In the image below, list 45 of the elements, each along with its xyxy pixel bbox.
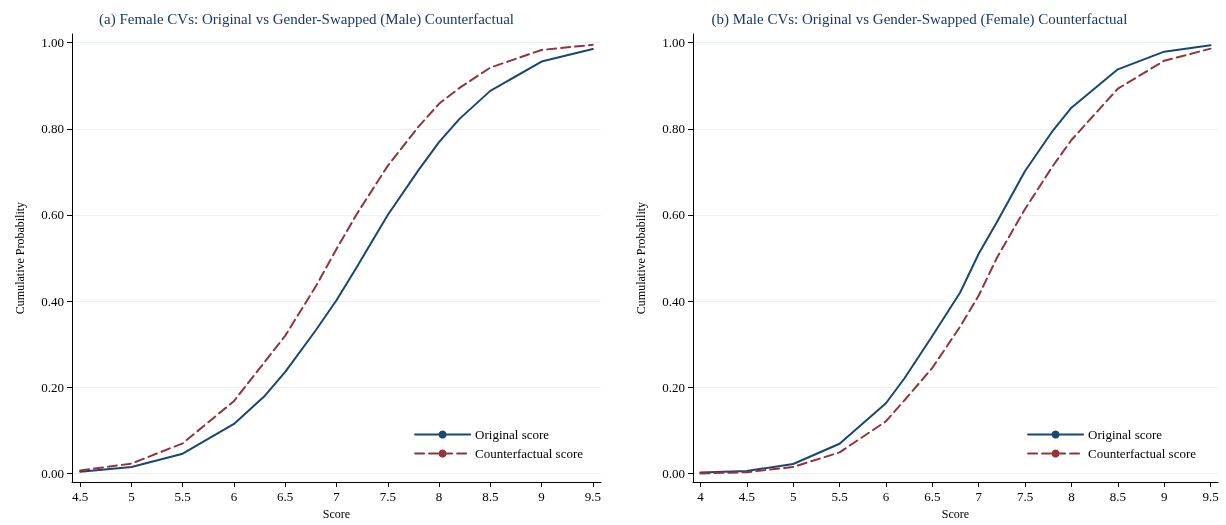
x-tick-label: 8.5 — [1109, 489, 1126, 505]
x-tick-label: 4.5 — [72, 489, 89, 505]
x-tick-label: 9 — [538, 489, 545, 505]
x-tick-label: 7 — [333, 489, 341, 505]
x-tick-label: 5 — [128, 489, 135, 505]
x-axis-title: Score — [941, 507, 970, 521]
x-tick-label: 6.5 — [277, 489, 294, 505]
legend-label: Original score — [1088, 427, 1163, 442]
x-tick-label: 8.5 — [482, 489, 499, 505]
y-axis-title: Cumulative Probability — [13, 201, 27, 315]
y-tick-label: 0.80 — [41, 121, 64, 137]
y-tick-label: 0.60 — [662, 207, 685, 223]
y-tick-label: 0.80 — [662, 121, 685, 137]
y-tick-label: 1.00 — [662, 35, 685, 51]
y-tick-label: 0.20 — [41, 379, 64, 395]
y-tick-label: 0.60 — [41, 207, 64, 223]
legend-label: Counterfactual score — [1088, 446, 1197, 461]
x-tick-label: 6.5 — [924, 489, 941, 505]
x-tick-label: 6 — [230, 489, 238, 505]
legend-label: Counterfactual score — [475, 446, 584, 461]
y-tick-label: 0.20 — [662, 379, 685, 395]
x-tick-label: 9.5 — [584, 489, 601, 505]
x-tick-label: 5.5 — [174, 489, 191, 505]
y-tick-label: 0.00 — [41, 465, 64, 481]
y-tick-label: 0.40 — [662, 293, 685, 309]
x-tick-label: 5 — [789, 489, 797, 505]
x-tick-label: 4 — [697, 489, 705, 505]
x-tick-label: 5.5 — [831, 489, 848, 505]
chart-title: (a) Female CVs: Original vs Gender-Swapped (Male) Counterfactual — [99, 10, 514, 28]
x-tick-label: 6 — [882, 489, 890, 505]
y-tick-label: 1.00 — [41, 35, 64, 51]
x-tick-label: 4.5 — [738, 489, 755, 505]
x-tick-label: 9 — [1160, 489, 1168, 505]
x-tick-label: 9.5 — [1202, 489, 1219, 505]
chart-title: (b) Male CVs: Original vs Gender-Swapped (Female) Counterfactual — [711, 10, 1128, 28]
y-tick-label: 0.40 — [41, 293, 64, 309]
x-tick-label: 8 — [435, 489, 443, 505]
legend-label: Original score — [475, 427, 550, 442]
y-axis-title: Cumulative Probability — [634, 201, 648, 315]
x-tick-label: 7.5 — [379, 489, 396, 505]
x-axis-title: Score — [322, 507, 351, 521]
x-tick-label: 7.5 — [1016, 489, 1034, 505]
x-tick-label: 8 — [1068, 489, 1075, 505]
x-tick-label: 7 — [975, 489, 983, 505]
y-tick-label: 0.00 — [662, 465, 685, 481]
